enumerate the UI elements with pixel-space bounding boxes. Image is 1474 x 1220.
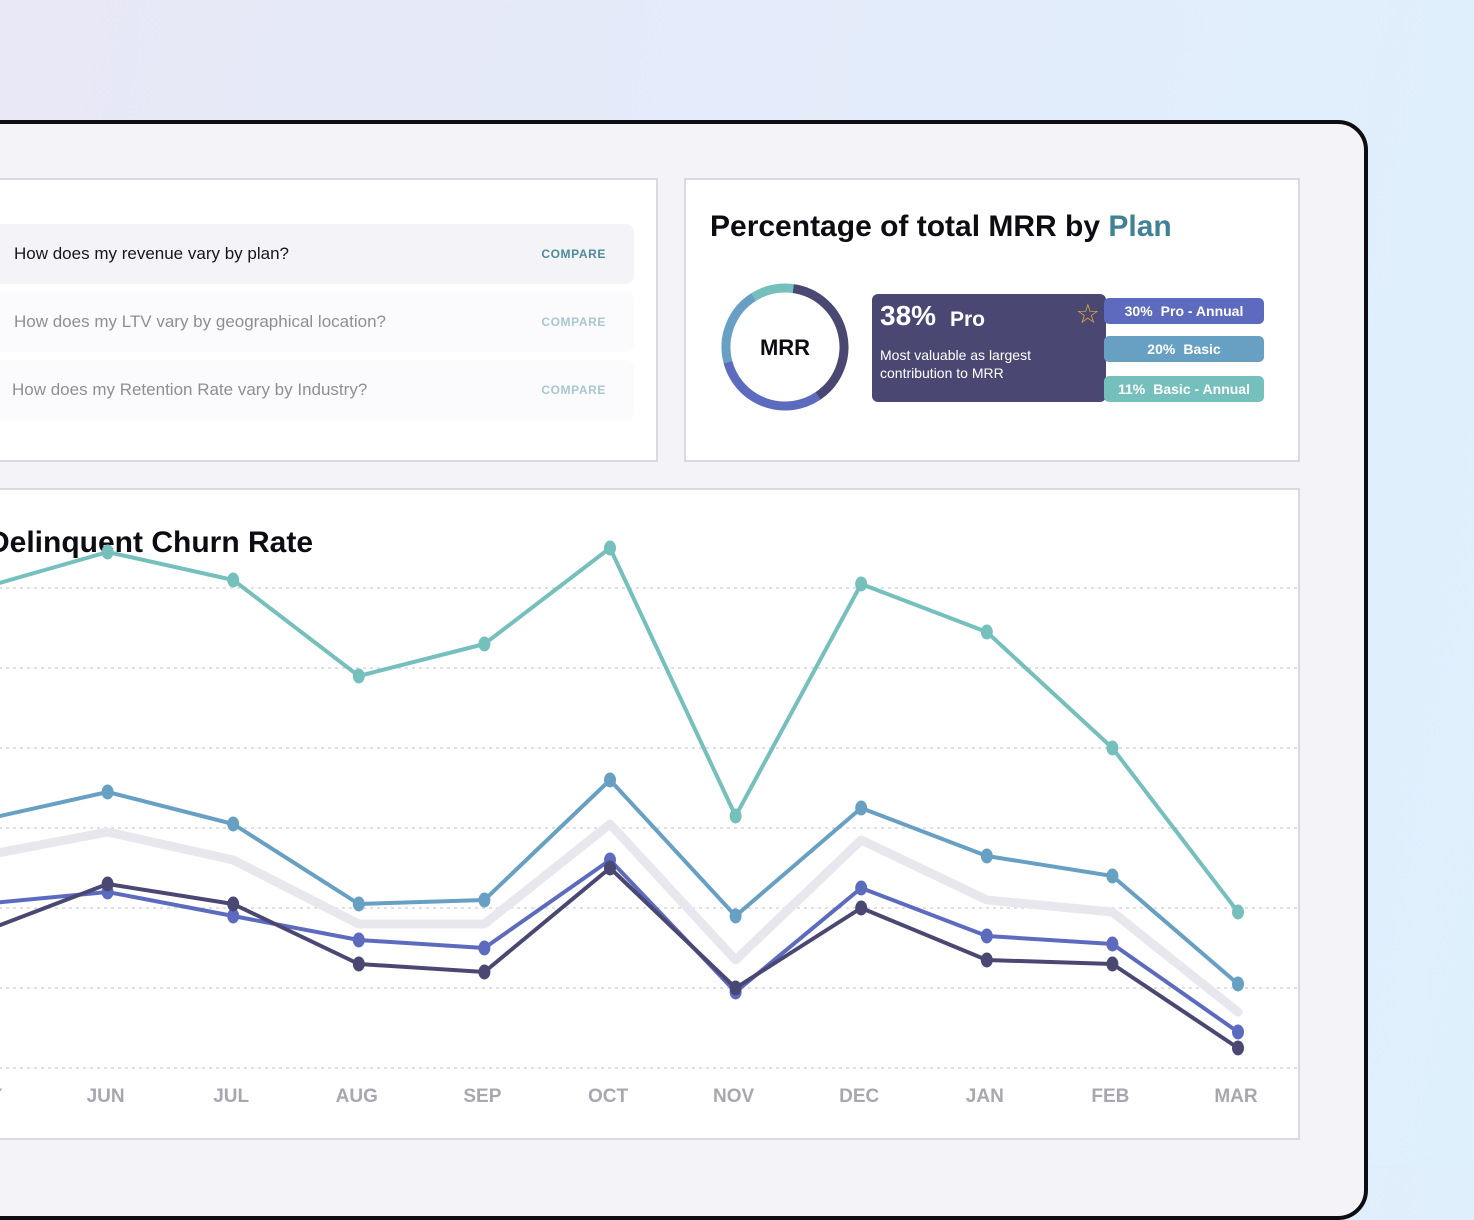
question-text: How does my Retention Rate vary by Indus… bbox=[12, 380, 368, 399]
series-line-1 bbox=[0, 778, 1240, 986]
series-4-point-oct[interactable] bbox=[604, 860, 616, 876]
question-row-ltv-by-location[interactable]: ? How does my LTV vary by geographical l… bbox=[0, 292, 634, 352]
legend-pill-percent: 30% bbox=[1124, 303, 1153, 319]
x-tick-label: FEB bbox=[1091, 1086, 1129, 1107]
legend-pill-percent: 20% bbox=[1147, 341, 1176, 357]
series-0-point-sep[interactable] bbox=[478, 636, 491, 652]
question-panel: ? How does my revenue vary by plan? COMP… bbox=[0, 178, 658, 462]
x-tick-label: SEP bbox=[463, 1086, 501, 1107]
star-icon: ☆ bbox=[1075, 299, 1100, 329]
chart-title: Delinquent Churn Rate bbox=[0, 526, 314, 559]
donut-center-label: MRR bbox=[760, 335, 810, 360]
mrr-donut-chart: MRR bbox=[721, 283, 849, 411]
series-4-point-mar[interactable] bbox=[1232, 1040, 1244, 1056]
legend-pill-pro-annual[interactable]: 30% Pro - Annual bbox=[1104, 298, 1264, 324]
series-line-3 bbox=[0, 858, 1240, 1034]
series-4-point-nov[interactable] bbox=[729, 980, 742, 996]
series-0-point-oct[interactable] bbox=[604, 540, 616, 556]
series-4-point-aug[interactable] bbox=[352, 956, 365, 972]
x-tick-label: MAR bbox=[1214, 1086, 1258, 1107]
series-0-point-mar[interactable] bbox=[1232, 904, 1244, 920]
donut-segment-3 bbox=[751, 283, 794, 301]
mrr-title-main: Percentage of total MRR by bbox=[710, 210, 1109, 243]
x-tick-label: JUN bbox=[87, 1086, 125, 1107]
x-tick-label: JAN bbox=[966, 1086, 1004, 1107]
x-tick-label: AUG bbox=[336, 1086, 378, 1107]
top-plan-percent: 38% bbox=[880, 300, 937, 331]
mrr-by-plan-panel: Percentage of total MRR by Plan MRR 38% … bbox=[684, 178, 1300, 462]
series-1-point-sep[interactable] bbox=[478, 892, 491, 908]
mrr-title-accent: Plan bbox=[1108, 210, 1172, 243]
top-plan-description: Most valuable as largest contribution to… bbox=[880, 347, 1031, 381]
series-4-point-sep[interactable] bbox=[478, 964, 491, 980]
compare-button[interactable]: COMPARE bbox=[541, 315, 606, 329]
series-0-point-aug[interactable] bbox=[352, 668, 365, 684]
x-tick-label: OCT bbox=[588, 1086, 629, 1107]
series-line-4 bbox=[0, 866, 1240, 1050]
legend-pill-name: Basic - Annual bbox=[1153, 381, 1250, 397]
series-4-point-jun[interactable] bbox=[101, 876, 114, 892]
series-1-point-nov[interactable] bbox=[729, 908, 742, 924]
series-3-point-mar[interactable] bbox=[1232, 1024, 1244, 1040]
x-tick-label: MAY bbox=[0, 1086, 3, 1107]
top-plan-name: Pro bbox=[950, 308, 986, 331]
series-3-point-sep[interactable] bbox=[478, 940, 491, 956]
mrr-panel-title: Percentage of total MRR by Plan bbox=[710, 210, 1172, 244]
series-0-point-jan[interactable] bbox=[980, 624, 993, 640]
question-text: How does my LTV vary by geographical loc… bbox=[14, 312, 386, 331]
series-3-point-dec[interactable] bbox=[855, 880, 868, 896]
series-4-point-jan[interactable] bbox=[980, 952, 993, 968]
donut-segment-2 bbox=[721, 293, 757, 364]
series-1-point-mar[interactable] bbox=[1232, 976, 1244, 992]
series-1-point-jul[interactable] bbox=[227, 816, 240, 832]
series-3-point-aug[interactable] bbox=[352, 932, 365, 948]
dashboard-frame: ? How does my revenue vary by plan? COMP… bbox=[0, 120, 1368, 1220]
donut-segment-1 bbox=[723, 360, 821, 411]
series-1-point-aug[interactable] bbox=[352, 896, 365, 912]
legend-pill-basic[interactable]: 20% Basic bbox=[1104, 336, 1264, 362]
legend-pill-name: Pro - Annual bbox=[1160, 303, 1244, 319]
series-3-point-jan[interactable] bbox=[980, 928, 993, 944]
churn-line-chart: MAY JUN JUL AUG SEP OCT NOV DEC JAN FEB MAR bbox=[0, 540, 1298, 1107]
donut-segment-0 bbox=[792, 284, 849, 400]
series-line-0 bbox=[0, 546, 1240, 914]
question-text: How does my revenue vary by plan? bbox=[14, 244, 289, 263]
series-4-point-jul[interactable] bbox=[227, 896, 240, 912]
top-plan-card[interactable]: 38% Pro ☆ Most valuable as largest contr… bbox=[872, 294, 1106, 402]
series-1-point-dec[interactable] bbox=[855, 800, 868, 816]
legend-pill-name: Basic bbox=[1183, 341, 1221, 357]
series-1-point-jun[interactable] bbox=[101, 784, 114, 800]
series-0-point-dec[interactable] bbox=[855, 576, 868, 592]
compare-button[interactable]: COMPARE bbox=[541, 247, 606, 261]
delinquent-churn-panel: Delinquent Churn Rate MAY JUN JUL AUG SEP OCT… bbox=[0, 488, 1300, 1140]
series-1-point-jan[interactable] bbox=[980, 848, 993, 864]
series-line-2 bbox=[0, 819, 1243, 1017]
series-3-point-jul[interactable] bbox=[227, 908, 240, 924]
compare-button[interactable]: COMPARE bbox=[541, 383, 606, 397]
x-tick-label: JUL bbox=[213, 1086, 249, 1107]
series-1-point-feb[interactable] bbox=[1106, 868, 1119, 884]
legend-pill-basic-annual[interactable]: 11% Basic - Annual bbox=[1104, 376, 1264, 402]
series-1-point-oct[interactable] bbox=[604, 772, 616, 788]
x-tick-label: NOV bbox=[713, 1086, 755, 1107]
series-4-point-dec[interactable] bbox=[855, 900, 868, 916]
series-4-point-feb[interactable] bbox=[1106, 956, 1119, 972]
series-0-point-jul[interactable] bbox=[227, 572, 240, 588]
legend-pill-percent: 11% bbox=[1118, 381, 1146, 397]
x-tick-label: DEC bbox=[839, 1086, 879, 1107]
question-row-retention-by-industry[interactable]: ? How does my Retention Rate vary by Ind… bbox=[0, 360, 634, 420]
question-row-revenue-by-plan[interactable]: ? How does my revenue vary by plan? COMP… bbox=[0, 224, 634, 284]
series-0-point-feb[interactable] bbox=[1106, 740, 1119, 756]
series-3-point-feb[interactable] bbox=[1106, 936, 1119, 952]
series-0-point-jun[interactable] bbox=[101, 544, 114, 560]
series-0-point-nov[interactable] bbox=[729, 808, 742, 824]
